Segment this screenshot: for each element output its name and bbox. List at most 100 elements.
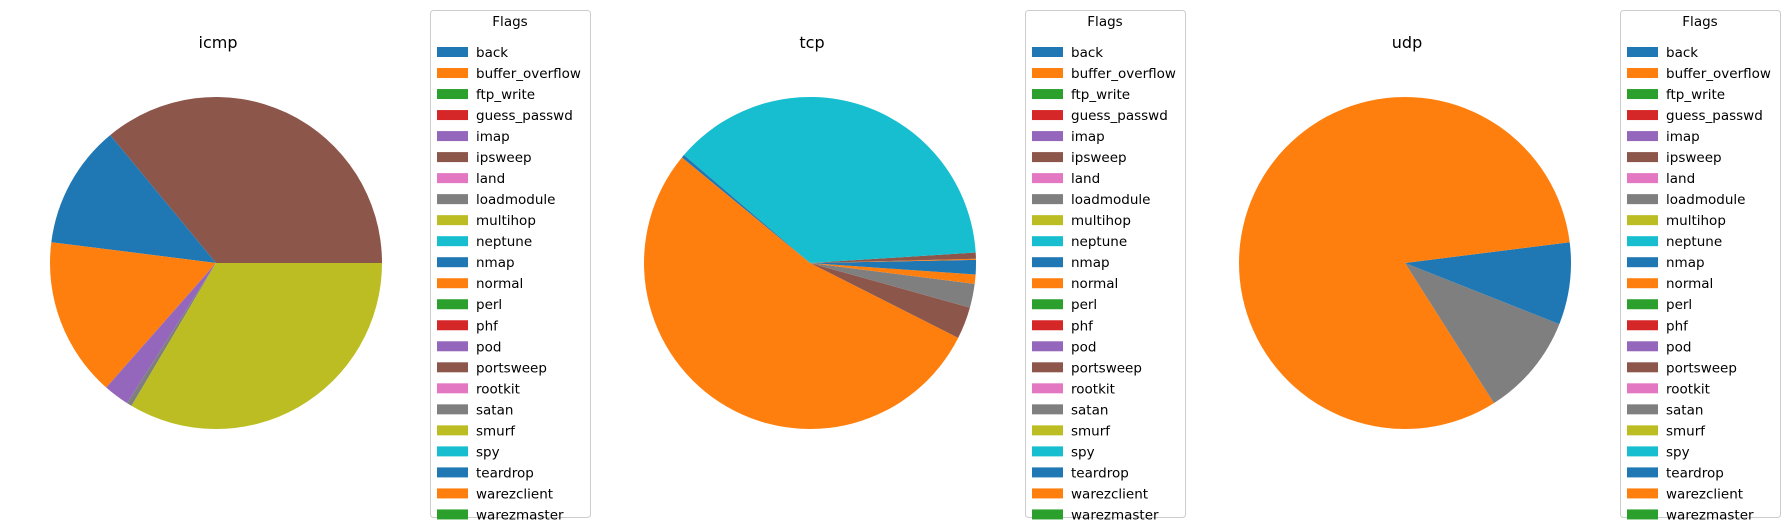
legend-swatch-smurf xyxy=(1627,425,1658,436)
legend-swatch-neptune xyxy=(1032,236,1063,247)
legend-label: ipsweep xyxy=(476,150,532,166)
legend-swatch-normal xyxy=(1032,278,1063,289)
legend-label: ipsweep xyxy=(1071,150,1127,166)
legend-swatch-neptune xyxy=(437,236,468,247)
legend-label: rootkit xyxy=(1666,381,1710,397)
legend-label: portsweep xyxy=(476,360,547,376)
legend-label: guess_passwd xyxy=(1666,108,1763,124)
legend-swatch-ipsweep xyxy=(1032,152,1063,163)
chart-panel-icmp: icmp Flags back buffer_overflow ftp_writegue… xyxy=(50,10,591,523)
legend-label: normal xyxy=(476,276,523,292)
pie-slice-nmap xyxy=(681,155,810,263)
legend-swatch-spy xyxy=(437,446,468,457)
legend-swatch-buffer_overflow xyxy=(437,68,468,79)
legend-label: land xyxy=(476,171,505,187)
legend-label: multihop xyxy=(476,213,536,229)
legend-label: perl xyxy=(476,297,502,313)
legend-label: loadmodule xyxy=(476,192,555,208)
pie-slice-ipsweep xyxy=(810,252,976,263)
legend-swatch-land xyxy=(1627,173,1658,184)
legend-swatch-loadmodule xyxy=(1627,194,1658,205)
legend-swatch-smurf xyxy=(437,425,468,436)
legend-swatch-spy xyxy=(1627,446,1658,457)
legend-swatch-imap xyxy=(1627,131,1658,142)
legend-swatch-imap xyxy=(1032,131,1063,142)
legend-label: teardrop xyxy=(1666,465,1724,481)
legend-swatch-normal xyxy=(1627,278,1658,289)
pie-slice-smurf xyxy=(131,263,382,429)
legend-title: Flags xyxy=(1087,14,1122,30)
legend-swatch-phf xyxy=(1032,320,1063,331)
legend-swatch-ftp_write xyxy=(437,89,468,100)
pie-slice-nmap xyxy=(51,135,217,263)
legend-label: nmap xyxy=(1071,255,1110,271)
legend-swatch-neptune xyxy=(1627,236,1658,247)
legend-label: warezclient xyxy=(1666,486,1743,502)
legend-label: teardrop xyxy=(476,465,534,481)
legend-label: smurf xyxy=(1071,423,1111,439)
legend-label: portsweep xyxy=(1071,360,1142,376)
legend-label: back xyxy=(476,45,508,61)
legend-swatch-warezmaster xyxy=(1627,509,1658,520)
legend-label: loadmodule xyxy=(1666,192,1745,208)
legend-label: neptune xyxy=(1666,234,1722,250)
legend-label: pod xyxy=(1666,339,1691,355)
legend-label: phf xyxy=(476,318,499,334)
legend: Flags back buffer_overflow ftp_write guess_p… xyxy=(430,10,591,523)
legend-label: phf xyxy=(1071,318,1094,334)
legend-frame xyxy=(1025,10,1186,518)
pie-slice-teardrop xyxy=(810,263,976,275)
legend-label: imap xyxy=(476,129,510,145)
pie-slice-normal xyxy=(1238,97,1570,430)
legend-swatch-rootkit xyxy=(1032,383,1063,394)
legend-label: ftp_write xyxy=(476,87,535,103)
legend-swatch-ipsweep xyxy=(1627,152,1658,163)
legend-frame xyxy=(430,10,591,518)
legend-swatch-perl xyxy=(437,299,468,310)
legend-label: multihop xyxy=(1666,213,1726,229)
legend-label: smurf xyxy=(476,423,516,439)
legend-label: warezmaster xyxy=(476,507,564,523)
legend-label: portsweep xyxy=(1666,360,1737,376)
legend-label: warezmaster xyxy=(1071,507,1159,523)
legend-swatch-phf xyxy=(1627,320,1658,331)
pie-slice-neptune xyxy=(683,96,976,263)
legend-label: ftp_write xyxy=(1071,87,1130,103)
pie-slice-portsweep xyxy=(810,263,970,338)
chart-title: tcp xyxy=(799,33,824,52)
legend-frame xyxy=(1620,10,1781,518)
legend-label: nmap xyxy=(1666,255,1705,271)
legend-swatch-land xyxy=(437,173,468,184)
legend-swatch-land xyxy=(1032,173,1063,184)
legend-swatch-warezclient xyxy=(437,488,468,499)
legend-title: Flags xyxy=(1682,14,1717,30)
legend-swatch-ftp_write xyxy=(1627,89,1658,100)
legend-title: Flags xyxy=(492,14,527,30)
legend-label: teardrop xyxy=(1071,465,1129,481)
legend-label: pod xyxy=(476,339,501,355)
pie-slice-ipsweep xyxy=(110,96,382,264)
legend-swatch-imap xyxy=(437,131,468,142)
legend-swatch-teardrop xyxy=(1627,467,1658,478)
legend-label: neptune xyxy=(1071,234,1127,250)
legend-swatch-perl xyxy=(1627,299,1658,310)
legend-swatch-multihop xyxy=(1032,215,1063,226)
legend-swatch-ftp_write xyxy=(1032,89,1063,100)
legend-swatch-pod xyxy=(437,341,468,352)
legend-swatch-back xyxy=(1032,47,1063,57)
legend-label: imap xyxy=(1071,129,1105,145)
legend-swatch-warezclient xyxy=(1627,488,1658,499)
pie-slice-normal xyxy=(644,157,959,429)
legend-label: back xyxy=(1666,45,1698,61)
legend-label: rootkit xyxy=(1071,381,1115,397)
pie-slice-satan xyxy=(127,263,216,406)
legend-swatch-nmap xyxy=(437,257,468,268)
legend-label: guess_passwd xyxy=(476,108,573,124)
pie-slice-normal xyxy=(50,242,217,388)
legend-swatch-teardrop xyxy=(437,467,468,478)
legend-swatch-teardrop xyxy=(1032,467,1063,478)
legend-swatch-back xyxy=(1627,47,1658,57)
legend-label: ftp_write xyxy=(1666,87,1725,103)
legend-swatch-satan xyxy=(1032,404,1063,415)
legend-swatch-rootkit xyxy=(437,383,468,394)
